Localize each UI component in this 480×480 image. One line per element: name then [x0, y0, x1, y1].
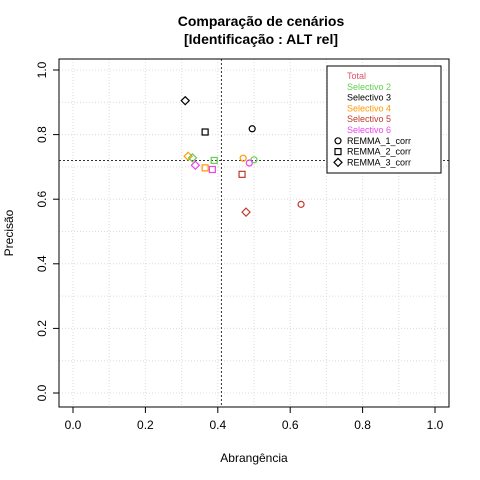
legend-entry-label: Selectivo 3	[347, 93, 391, 103]
legend-entry-label: Selectivo 6	[347, 125, 391, 135]
data-point	[201, 128, 209, 136]
data-point	[187, 153, 198, 163]
legend-entry-label: Selectivo 2	[347, 82, 391, 92]
legend-box	[326, 65, 442, 174]
data-point	[201, 164, 209, 172]
y-tick-label: 0.6	[35, 191, 49, 208]
legend-entry-label: REMMA_1_corr	[347, 136, 411, 146]
legend-entry-label: Selectivo 5	[347, 114, 391, 124]
x-axis-label: Abrangência	[220, 451, 288, 465]
y-tick-label: 0.4	[35, 255, 49, 272]
y-tick-label: 0.8	[35, 126, 49, 143]
data-point	[241, 207, 251, 217]
legend-marker-icon	[334, 148, 342, 156]
data-point	[210, 156, 218, 165]
data-point	[245, 159, 253, 167]
x-tick-label: 0.6	[282, 418, 299, 432]
x-axis: 0.0 0.2 0.4 0.6 0.8 1.0	[65, 407, 444, 432]
legend-marker-icon	[334, 137, 342, 145]
chart-subtitle: [Identificação : ALT rel]	[184, 31, 338, 47]
plot-frame	[58, 58, 450, 408]
legend-marker-icon	[333, 157, 343, 168]
data-point	[250, 156, 258, 164]
legend-entry-label: Total	[347, 71, 366, 81]
y-tick-label: 0.0	[35, 384, 49, 401]
legend-entry-label: REMMA_2_corr	[347, 147, 411, 157]
x-tick-label: 0.0	[65, 418, 82, 432]
y-axis: 0.0 0.2 0.4 0.6 0.8 1.0	[35, 61, 59, 401]
data-point	[297, 200, 305, 208]
x-tick-label: 0.2	[137, 418, 154, 432]
data-point	[190, 160, 201, 171]
x-tick-label: 0.8	[354, 418, 371, 432]
chart-title: Comparação de cenários	[178, 13, 345, 29]
x-tick-label: 0.4	[209, 418, 226, 432]
data-point	[238, 170, 246, 178]
data-point	[180, 95, 191, 106]
y-axis-label: Precisão	[2, 209, 16, 256]
legend-entry-label: Selectivo 4	[347, 103, 391, 113]
x-tick-label: 1.0	[427, 418, 444, 432]
data-point	[208, 165, 216, 174]
data-point	[239, 154, 247, 162]
data-point	[248, 125, 256, 133]
legend-entry-label: REMMA_3_corr	[347, 157, 411, 167]
y-tick-label: 0.2	[35, 320, 49, 337]
y-tick-label: 1.0	[35, 61, 49, 78]
data-points	[180, 95, 305, 217]
